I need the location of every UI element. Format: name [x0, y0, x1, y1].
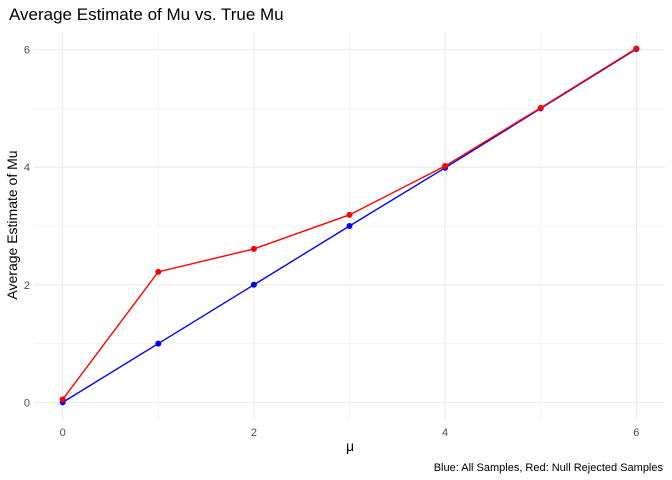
data-point [250, 245, 257, 252]
chart-title: Average Estimate of Mu vs. True Mu [9, 5, 284, 24]
data-point [59, 396, 66, 403]
chart-caption: Blue: All Samples, Red: Null Rejected Sa… [434, 462, 664, 474]
y-tick-label: 4 [24, 162, 30, 174]
x-axis-title: μ [346, 438, 354, 454]
data-point [537, 104, 544, 111]
major-gridlines [34, 32, 665, 420]
x-tick-label: 2 [251, 427, 257, 439]
y-axis-title: Average Estimate of Mu [4, 150, 20, 299]
data-point [250, 281, 257, 288]
data-point [155, 268, 162, 275]
y-tick-label: 2 [24, 280, 30, 292]
data-point [442, 163, 449, 170]
data-point [155, 340, 162, 347]
y-tick-label: 0 [24, 397, 30, 409]
data-point [346, 223, 353, 229]
data-point [633, 45, 640, 52]
y-tick-label: 6 [24, 45, 30, 57]
data-point [346, 211, 353, 218]
y-axis-tick-labels: 0 2 4 6 [24, 45, 30, 410]
series-1 [59, 45, 640, 403]
x-tick-label: 0 [60, 427, 66, 439]
x-tick-label: 4 [442, 427, 448, 439]
series-layer [59, 45, 640, 406]
x-tick-label: 6 [633, 427, 639, 439]
x-axis-tick-labels: 0 2 4 6 [60, 427, 640, 439]
